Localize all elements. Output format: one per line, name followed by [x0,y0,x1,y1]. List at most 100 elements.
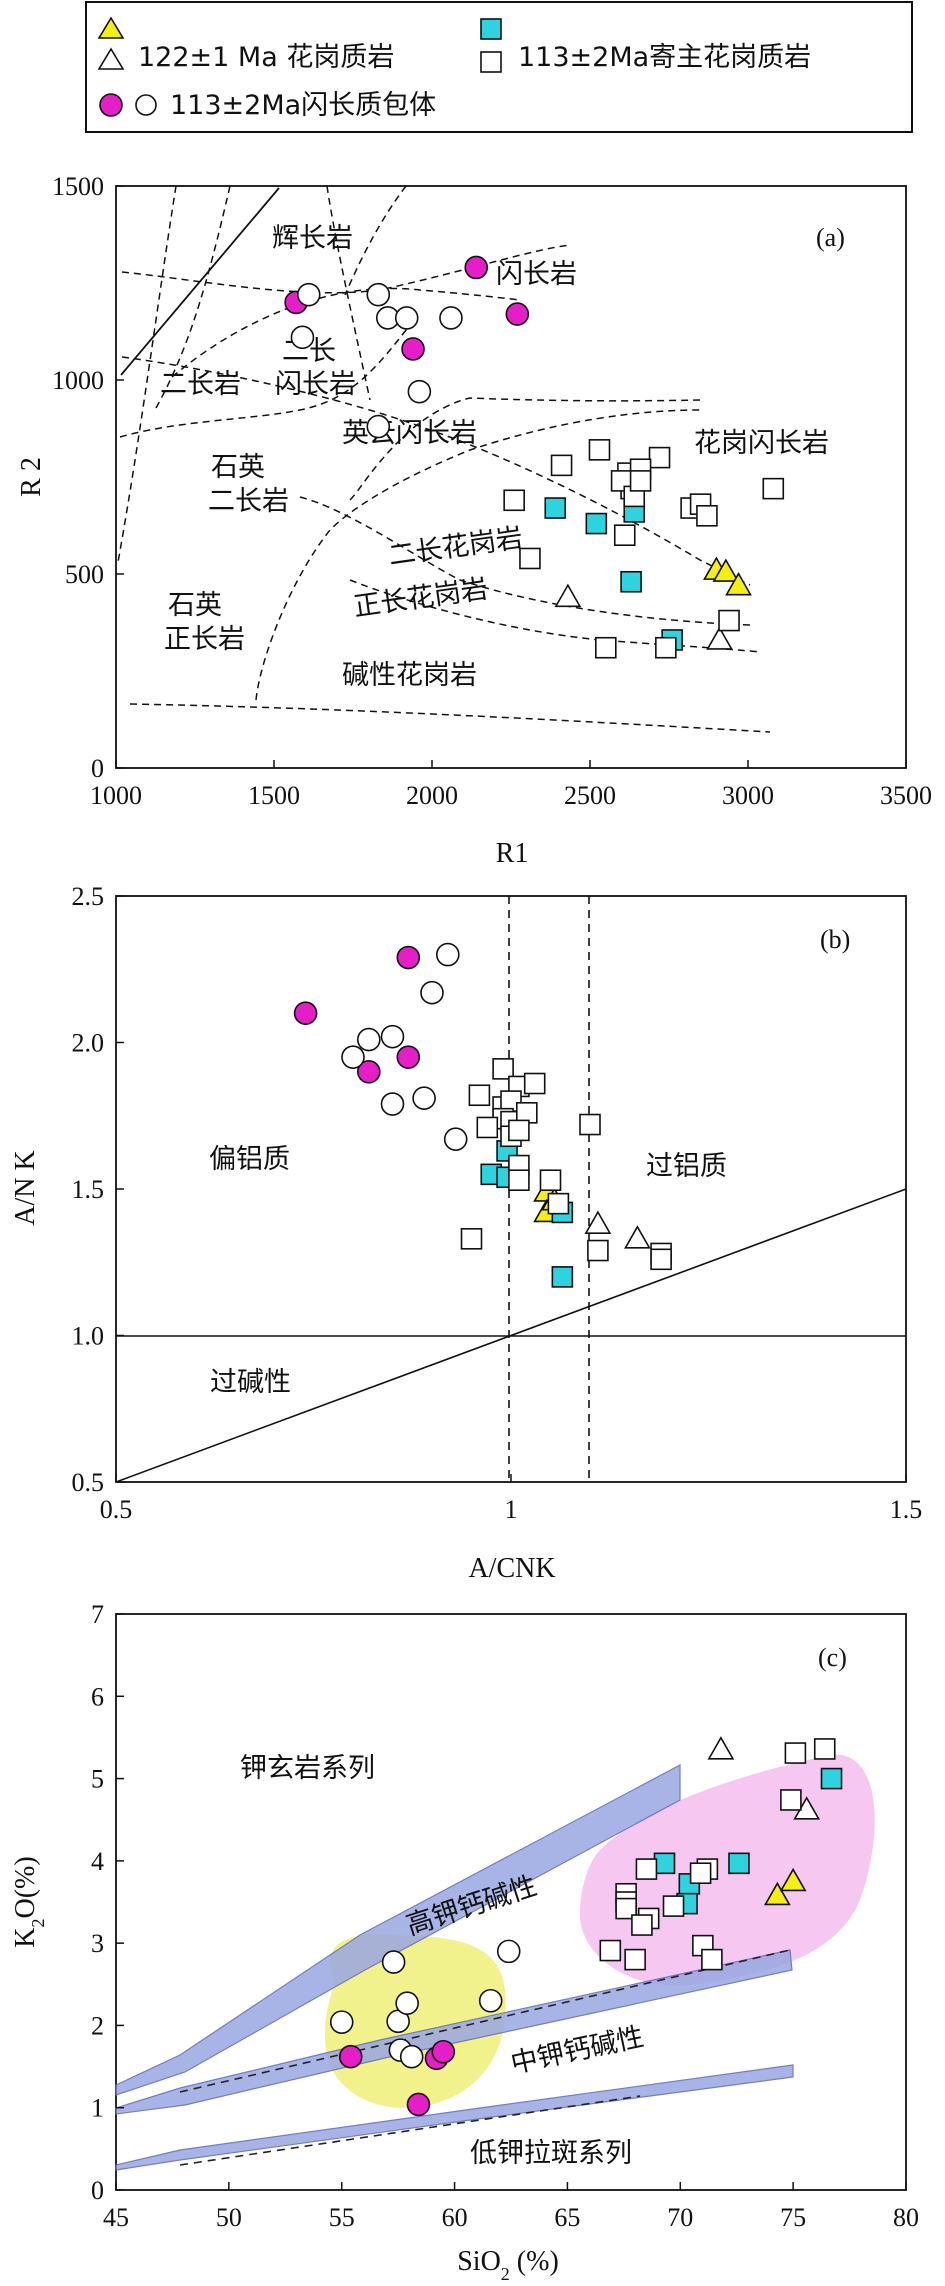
host-granite-point-filled [820,1767,843,1790]
host-granite-point-open [631,1914,653,1936]
enclave-point-open [443,1127,468,1151]
x-tick-label: 0.5 [100,1495,133,1524]
x-tick-label: 3000 [722,781,774,810]
panel-b-points [293,942,672,1288]
y-tick-label: 7 [91,1600,104,1629]
host-granite-point-open [655,636,677,659]
panel-c: 钾玄岩系列 高钾钙碱性 中钾钙碱性 低钾拉斑系列 (c) SiO2 (%) K2… [10,1600,919,2284]
series-boundary-bands [115,1764,794,2171]
x-tick-label: 55 [329,2203,355,2232]
y-tick-label: 1500 [52,172,104,201]
region-low-k: 低钾拉斑系列 [470,2138,632,2168]
host-granite-point-open [762,477,785,500]
enclave-point-open [435,942,460,967]
region-syenogranite: 正长花岗岩 [352,573,490,621]
x-tick-label: 1500 [248,781,300,810]
enclave-point-open [356,1027,381,1052]
granite-122-point-open [554,583,582,608]
granite-122-point-open [707,1736,735,1760]
y-tick-label: 4 [91,1847,104,1876]
y-tick-label: 2.0 [72,1029,105,1058]
region-alkali-granite: 碱性花岗岩 [342,660,477,690]
host-granite-point-open [468,1084,491,1107]
host-granite-point-open [594,636,617,659]
enclave-point-open [341,1045,365,1069]
region-qtz-syenite-2: 正长岩 [164,624,245,654]
legend-square-filled-icon [480,18,502,40]
enclave-point-filled [464,255,489,280]
x-tick-label: 80 [893,2203,919,2232]
granite-122-point-filled [763,1881,791,1906]
host-granite-point-open [813,1738,836,1760]
enclave-point-open [478,1988,503,2013]
panel-c-label: (c) [818,1643,847,1672]
x-tick-label: 70 [667,2203,693,2232]
region-monzonite: 二长岩 [160,369,241,399]
band-high-k [115,1949,793,2115]
host-granite-point-open [784,1742,807,1764]
enclave-point-open [496,1939,521,1964]
legend: 122±1 Ma 花岗质岩 113±2Ma寄主花岗质岩 113±2Ma闪长质包体 [85,1,913,133]
host-granite-point-open [599,1939,622,1962]
dashed-high-k [179,1949,791,2093]
granite-122-point-filled [725,572,752,596]
legend-triangle-open-icon [97,47,125,70]
region-metaluminous: 偏铝质 [209,1144,290,1175]
host-granite-point-open [613,524,636,547]
panel-a-region-labels: 辉长岩 闪长岩 二长岩 二长 闪长岩 英云闪长岩 花岗闪长岩 石英 二长岩 二长… [160,223,829,690]
host-granite-point-open [701,1948,723,1971]
region-tonalite: 英云闪长岩 [342,418,477,448]
granite-122-point-open [584,1210,612,1234]
host-granite-point-open [624,1948,646,1971]
y-tick-label: 5 [91,1765,104,1794]
enclave-point-filled [406,2092,431,2117]
host-granite-point-open [460,1228,483,1250]
y-tick-label: 0 [91,2176,104,2205]
panel-a-frame [115,185,907,769]
granite-122-point-filled [779,1867,807,1892]
enclave-point-open [439,306,463,330]
legend-circle-filled-icon [99,93,123,117]
region-medium-k: 中钾钙碱性 [508,2021,646,2078]
legend-label-122: 122±1 Ma 花岗质岩 [138,42,394,73]
panel-a-points [284,255,785,659]
host-granite-point-open [508,1169,530,1192]
enclave-point-filled [431,2039,456,2064]
host-granite-point-open [519,547,541,570]
enclave-point-open [366,282,391,307]
x-tick-label: 50 [216,2203,242,2232]
dashed-low-k [179,2095,641,2166]
enclave-point-open [399,2044,424,2069]
host-granite-point-open [476,1116,499,1139]
x-tick-label: 75 [780,2203,806,2232]
host-granite-point-filled [551,1266,574,1288]
region-monzodiorite-2: 闪长岩 [275,369,356,399]
panel-c-ylabel: K2O(%) [10,1856,48,1947]
host-granite-point-filled [653,1852,676,1875]
legend-square-open-icon [480,51,502,73]
x-tick-label: 3500 [880,781,932,810]
host-granite-point-open [696,504,718,527]
region-gabbro: 辉长岩 [272,223,353,253]
host-granite-point-open [547,1192,570,1215]
x-tick-label: 1000 [90,781,142,810]
legend-label-113-host: 113±2Ma寄主花岗质岩 [518,42,811,73]
host-granite-point-filled [585,512,608,535]
panel-b-xlabel: A/CNK [468,1553,555,1584]
panel-a-ylabel: R 2 [16,457,47,497]
host-granite-point-open [629,470,652,492]
region-peralkaline: 过碱性 [210,1367,291,1398]
field-enclaves [324,1934,506,2108]
panel-c-xlabel: SiO2 (%) [457,2246,559,2284]
host-granite-point-open [503,489,525,512]
enclave-point-open [290,325,315,350]
panel-a-ticks: 1000 1500 2000 2500 3000 3500 0 500 1000 1500 [52,172,932,810]
host-granite-point-open [615,1897,637,1920]
panel-a-xlabel: R1 [496,838,529,869]
host-granite-point-open [648,446,671,469]
enclave-point-filled [505,302,530,326]
y-tick-label: 2 [91,2011,104,2040]
panel-b-diagonal [115,1188,907,1483]
